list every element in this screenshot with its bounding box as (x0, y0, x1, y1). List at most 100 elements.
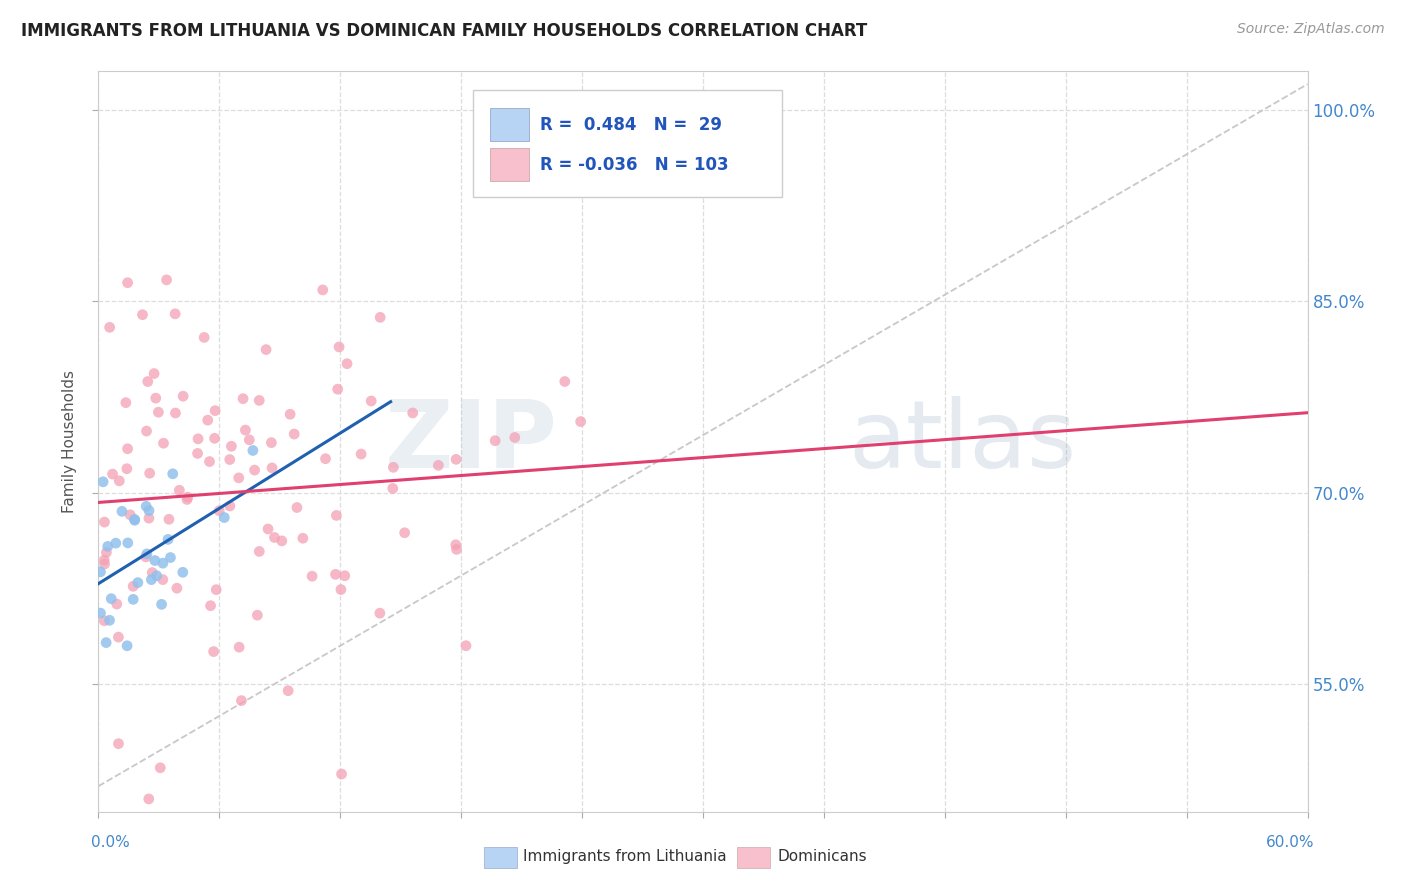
Point (263, 531, 285, 545)
Point (107, 737, 129, 751)
Point (155, 273, 177, 287)
Point (204, 431, 226, 445)
Text: Source: ZipAtlas.com: Source: ZipAtlas.com (1237, 22, 1385, 37)
Point (89, 565, 111, 579)
Point (554, 375, 576, 389)
Point (141, 566, 163, 580)
Point (122, 592, 145, 607)
Point (115, 395, 138, 409)
Point (246, 608, 269, 623)
Point (165, 307, 187, 321)
Point (135, 500, 157, 514)
Point (325, 567, 347, 582)
Point (143, 367, 166, 381)
Point (291, 531, 314, 545)
Point (122, 579, 145, 593)
Point (257, 522, 280, 536)
Point (228, 640, 250, 655)
Point (91, 475, 114, 489)
Text: 60.0%: 60.0% (1267, 836, 1315, 850)
Point (231, 693, 253, 707)
Point (131, 308, 153, 322)
Point (242, 443, 264, 458)
Point (204, 403, 226, 417)
Point (105, 597, 128, 611)
Text: Dominicans: Dominicans (778, 849, 868, 863)
Point (312, 283, 335, 297)
Point (127, 575, 149, 590)
Point (117, 276, 139, 290)
Point (329, 582, 352, 597)
Point (141, 573, 163, 587)
Point (200, 599, 222, 613)
Point (187, 432, 209, 446)
Point (569, 415, 592, 429)
Point (98, 320, 121, 334)
Point (138, 467, 160, 481)
Point (205, 582, 228, 597)
Point (150, 598, 173, 612)
Text: R = -0.036   N = 103: R = -0.036 N = 103 (540, 155, 728, 174)
Point (145, 391, 167, 405)
Point (333, 568, 356, 582)
Point (162, 467, 184, 481)
Point (214, 510, 236, 524)
Point (218, 499, 240, 513)
Point (165, 406, 187, 420)
Point (89, 606, 111, 620)
Point (117, 536, 139, 550)
Point (117, 442, 139, 456)
Point (107, 630, 129, 644)
Point (136, 375, 159, 389)
Point (100, 591, 122, 606)
Point (111, 504, 134, 518)
Point (138, 503, 160, 517)
Point (94, 635, 117, 649)
Point (454, 639, 477, 653)
Point (93, 614, 115, 628)
Point (166, 581, 188, 595)
Point (148, 405, 170, 419)
Point (145, 568, 167, 582)
Text: R =  0.484   N =  29: R = 0.484 N = 29 (540, 116, 721, 134)
Point (270, 533, 292, 548)
Point (221, 439, 243, 453)
Point (98, 613, 121, 627)
Point (96, 545, 118, 559)
Point (124, 512, 146, 526)
Point (115, 461, 138, 475)
Point (427, 458, 450, 473)
Point (336, 357, 359, 371)
FancyBboxPatch shape (491, 109, 529, 141)
Point (368, 310, 391, 325)
Point (484, 434, 506, 448)
Point (350, 447, 373, 461)
Point (93, 557, 115, 571)
Point (360, 394, 382, 409)
Point (143, 553, 166, 567)
Point (93, 515, 115, 529)
Point (243, 463, 266, 477)
Point (503, 430, 526, 444)
Point (198, 454, 221, 468)
Point (176, 492, 198, 507)
Text: ZIP: ZIP (385, 395, 558, 488)
Point (283, 427, 305, 442)
Point (208, 504, 231, 518)
Point (115, 639, 138, 653)
Point (402, 406, 425, 420)
Point (197, 413, 219, 427)
Text: 0.0%: 0.0% (91, 836, 131, 850)
Point (120, 508, 142, 522)
Point (277, 683, 299, 698)
Point (172, 566, 194, 580)
Point (93, 553, 115, 567)
Point (193, 330, 215, 344)
Point (232, 392, 254, 406)
Point (381, 482, 404, 496)
Point (238, 433, 260, 447)
Point (149, 761, 172, 775)
Point (254, 343, 277, 357)
Text: atlas: atlas (848, 395, 1077, 488)
Point (444, 538, 467, 552)
